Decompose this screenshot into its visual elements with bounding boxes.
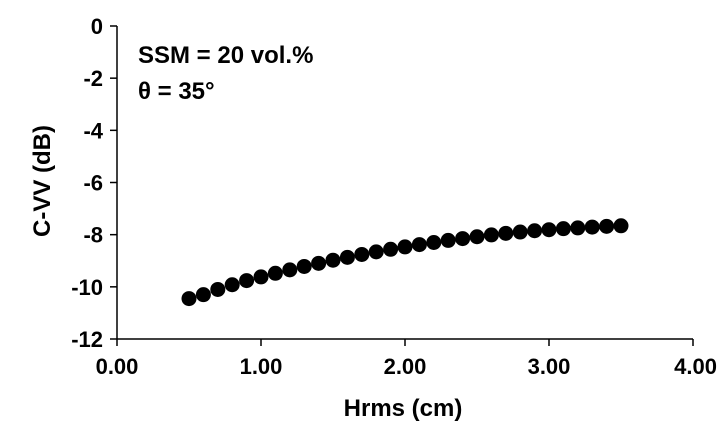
- data-point: [311, 255, 327, 271]
- x-tick-label: 3.00: [528, 354, 571, 379]
- data-point: [253, 269, 269, 285]
- data-point: [570, 220, 586, 236]
- data-point: [224, 277, 240, 293]
- data-point: [339, 249, 355, 265]
- data-points: [181, 218, 629, 307]
- data-point: [354, 246, 370, 262]
- y-tick-label: 0: [91, 14, 103, 39]
- data-point: [498, 225, 514, 241]
- data-point: [195, 287, 211, 303]
- x-tick-label: 0.00: [96, 354, 139, 379]
- y-tick-label: -4: [83, 118, 103, 143]
- data-point: [397, 239, 413, 255]
- x-tick-label: 1.00: [240, 354, 283, 379]
- y-tick-label: -8: [83, 223, 103, 248]
- annotation-theta: θ = 35°: [138, 78, 215, 105]
- x-tick-label: 4.00: [674, 354, 717, 379]
- data-point: [383, 241, 399, 257]
- data-point: [555, 221, 571, 237]
- data-point: [296, 258, 312, 274]
- data-point: [512, 224, 528, 240]
- data-point: [584, 219, 600, 235]
- y-tick-label: -2: [83, 66, 103, 91]
- data-point: [483, 227, 499, 243]
- data-point: [282, 262, 298, 278]
- data-point: [210, 281, 226, 297]
- y-tick-label: -12: [71, 327, 103, 352]
- data-point: [455, 231, 471, 247]
- data-point: [541, 222, 557, 238]
- data-point: [411, 237, 427, 253]
- y-axis-ticks: 0 -2 -4 -6 -8 -10 -12: [71, 14, 117, 352]
- data-point: [527, 223, 543, 239]
- y-axis-title: C-VV (dB): [29, 125, 56, 237]
- data-point: [469, 229, 485, 245]
- x-axis-ticks: 0.00 1.00 2.00 3.00 4.00: [96, 339, 717, 379]
- data-point: [325, 252, 341, 268]
- data-point: [613, 218, 629, 234]
- data-point: [368, 244, 384, 260]
- data-point: [267, 265, 283, 281]
- x-axis-title: Hrms (cm): [344, 395, 463, 422]
- data-point: [599, 218, 615, 234]
- x-tick-label: 2.00: [384, 354, 427, 379]
- data-point: [239, 273, 255, 289]
- annotation-ssm: SSM = 20 vol.%: [138, 42, 313, 69]
- y-tick-label: -6: [83, 171, 103, 196]
- data-point: [426, 234, 442, 250]
- y-tick-label: -10: [71, 275, 103, 300]
- data-point: [440, 232, 456, 248]
- data-point: [181, 291, 197, 307]
